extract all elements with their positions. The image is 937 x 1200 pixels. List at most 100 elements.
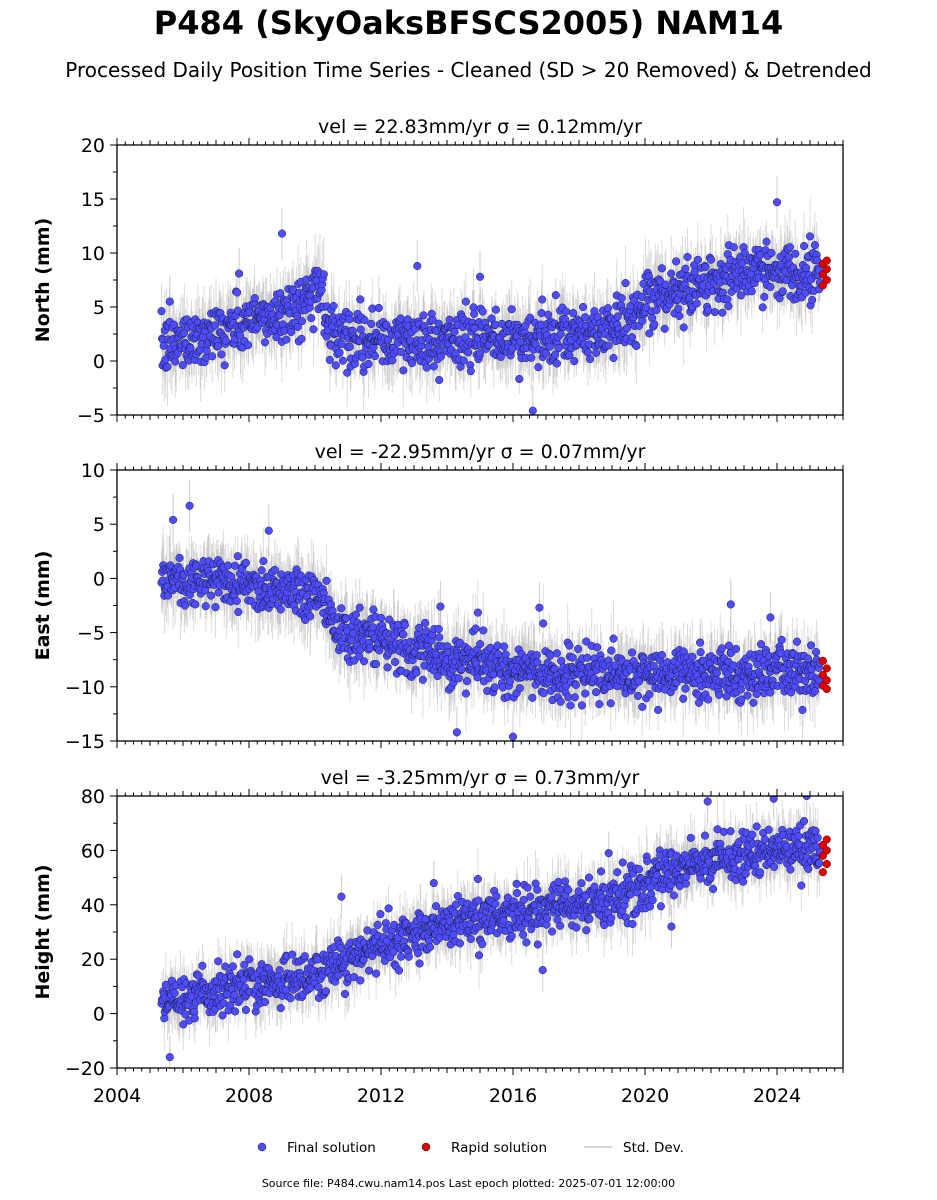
data-point <box>396 314 405 323</box>
data-point <box>383 663 392 672</box>
data-point <box>715 690 724 699</box>
data-point <box>607 646 616 655</box>
data-point <box>356 295 365 304</box>
data-point <box>412 668 421 677</box>
data-point <box>661 280 670 289</box>
data-point <box>642 303 651 312</box>
data-point <box>650 320 659 329</box>
data-point <box>345 342 354 351</box>
data-point <box>577 701 586 710</box>
y-axis-label: North (mm) <box>32 218 54 343</box>
data-point <box>180 601 190 610</box>
data-point <box>544 310 553 319</box>
data-point <box>595 700 604 709</box>
data-point <box>422 363 431 372</box>
data-point <box>556 329 565 339</box>
data-point <box>178 361 187 370</box>
panel-north: −5 0 5 10 15 20 North (mm) vel = 22.83mm/yr σ =… <box>32 116 844 427</box>
data-point <box>397 347 406 356</box>
y-tick-label: 15 <box>81 189 105 211</box>
data-point <box>791 249 800 258</box>
data-point <box>234 607 243 617</box>
data-point <box>419 311 428 320</box>
data-point <box>428 315 437 325</box>
data-point <box>375 646 384 655</box>
data-point <box>604 341 613 350</box>
data-point <box>461 297 470 306</box>
data-point <box>724 641 733 650</box>
data-point <box>364 359 373 369</box>
data-point <box>533 658 542 667</box>
data-point <box>462 677 472 686</box>
data-point <box>191 600 200 609</box>
data-point <box>429 362 438 371</box>
data-point <box>415 623 424 632</box>
data-point <box>331 361 340 370</box>
data-point <box>688 652 697 661</box>
data-point <box>235 331 245 340</box>
outlier-point <box>772 198 782 207</box>
data-point <box>325 355 334 364</box>
data-point <box>221 336 230 345</box>
data-point <box>693 255 702 264</box>
data-point <box>760 292 769 301</box>
data-point <box>450 327 459 336</box>
data-point <box>808 295 817 304</box>
y-ticks <box>110 144 117 416</box>
data-point <box>724 302 733 311</box>
data-point <box>736 291 745 300</box>
data-point <box>342 614 351 623</box>
data-point <box>627 333 637 342</box>
data-point <box>293 322 302 332</box>
data-point <box>476 349 485 358</box>
data-point <box>581 313 590 322</box>
data-point <box>694 698 704 707</box>
rapid-solution-points <box>818 256 831 290</box>
data-point <box>433 671 442 681</box>
data-point <box>436 352 445 361</box>
data-point <box>645 329 654 338</box>
data-point <box>633 691 643 700</box>
data-point <box>609 353 618 363</box>
data-point <box>257 566 266 575</box>
data-point <box>805 232 815 241</box>
data-point <box>660 324 669 333</box>
data-point <box>259 557 268 566</box>
data-point <box>233 552 242 561</box>
x-ticks <box>116 138 844 422</box>
data-point <box>287 328 296 337</box>
data-point <box>593 643 602 652</box>
data-point <box>571 680 580 689</box>
data-point <box>683 252 692 262</box>
data-point <box>627 648 637 657</box>
data-point <box>756 640 766 649</box>
data-point <box>802 263 811 273</box>
final-solution-points <box>157 198 824 415</box>
data-point <box>163 362 172 371</box>
data-point <box>434 624 443 634</box>
data-point <box>201 602 210 611</box>
data-point <box>681 264 690 273</box>
outlier-point <box>235 269 244 278</box>
data-point <box>276 605 285 614</box>
data-point <box>581 689 590 698</box>
data-point <box>210 321 219 330</box>
data-point <box>527 353 536 362</box>
data-point <box>491 305 500 314</box>
data-point <box>696 648 705 657</box>
rapid-point <box>822 256 831 265</box>
data-point <box>740 248 749 257</box>
data-point <box>319 270 328 279</box>
data-point <box>565 641 574 650</box>
data-point <box>526 313 535 322</box>
data-point <box>338 356 347 365</box>
data-point <box>470 309 479 318</box>
outlier-point <box>475 272 485 281</box>
data-point <box>372 659 381 669</box>
data-point <box>175 553 184 562</box>
plot-area <box>157 479 831 741</box>
data-point <box>704 695 713 704</box>
data-point <box>322 576 331 585</box>
data-point <box>349 629 358 638</box>
outlier-point <box>528 406 537 415</box>
